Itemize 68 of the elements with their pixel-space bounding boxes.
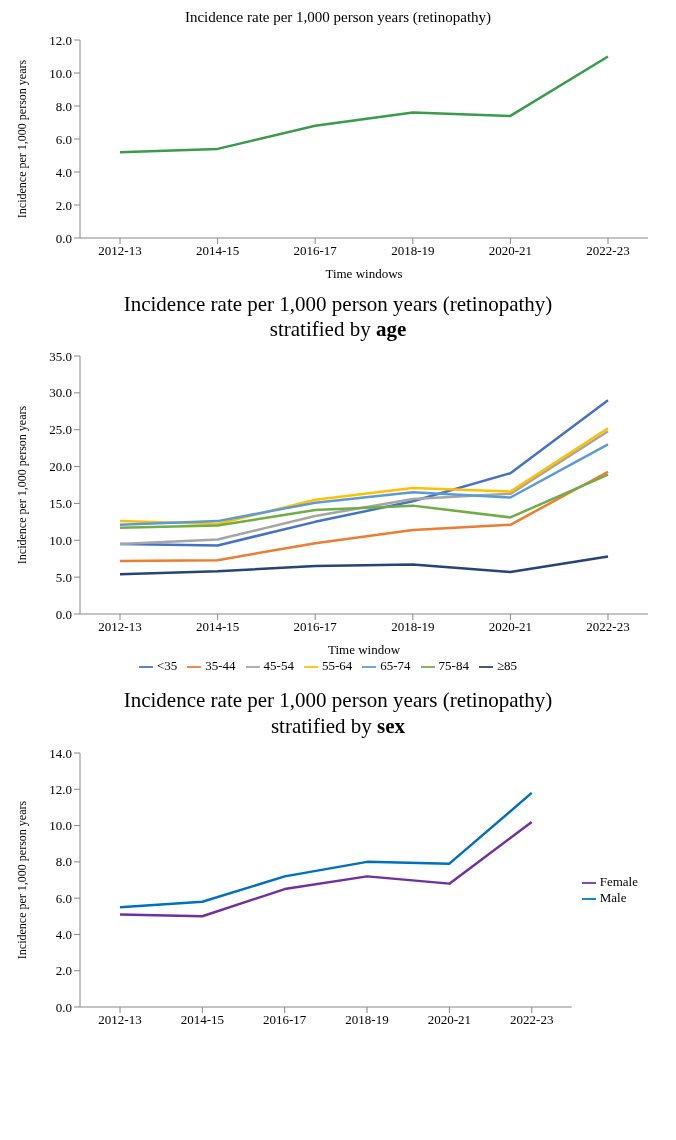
y-tick-label: 2.0: [55, 963, 72, 979]
line-series: [118, 473, 610, 530]
legend-label: ≥85: [496, 658, 518, 674]
line-series: [118, 555, 610, 576]
x-tick-label: 2014-15: [180, 1011, 225, 1027]
y-tick-label: 25.0: [49, 422, 72, 438]
x-tick-label: 2012-13: [98, 243, 142, 259]
y-tick-label: 14.0: [49, 745, 72, 761]
y-tick-label: 35.0: [49, 348, 72, 364]
y-axis-title: Incidence per 1,000 person years: [15, 59, 30, 219]
y-tick-label: 20.0: [49, 459, 72, 475]
x-tick-label: 2022-23: [510, 1011, 554, 1027]
legend-label: 65-74: [380, 658, 411, 674]
y-tick-label: 2.0: [55, 197, 72, 213]
chart-subtitle: stratified by sex: [269, 713, 407, 739]
x-tick-label: 2018-19: [391, 243, 435, 259]
x-tick-label: 2012-13: [98, 1011, 142, 1027]
x-tick-label: 2014-15: [195, 619, 240, 635]
line-series: [118, 430, 610, 546]
y-tick-label: 15.0: [49, 496, 72, 512]
line-series: [118, 791, 533, 909]
y-tick-label: 30.0: [49, 385, 72, 401]
legend-label: Female: [599, 873, 638, 889]
x-tick-label: 2018-19: [345, 1011, 389, 1027]
y-axis-title: Incidence per 1,000 person years: [15, 405, 30, 565]
x-tick-label: 2020-21: [488, 243, 533, 259]
legend-label: 35-44: [205, 658, 236, 674]
line-series: [118, 820, 533, 918]
y-tick-label: 6.0: [55, 890, 72, 906]
y-tick-label: 0.0: [55, 999, 72, 1015]
x-tick-label: 2016-17: [263, 1011, 307, 1027]
y-tick-label: 10.0: [49, 533, 72, 549]
chart-title: Incidence rate per 1,000 person years (retinopathy): [122, 688, 554, 714]
legend-label: 55-64: [321, 658, 353, 674]
chart-title: Incidence rate per 1,000 person years (retinopathy): [122, 292, 554, 318]
x-tick-label: 2022-23: [586, 619, 630, 635]
x-tick-label: 2018-19: [391, 619, 435, 635]
y-tick-label: 10.0: [49, 817, 72, 833]
x-tick-label: 2020-21: [488, 619, 533, 635]
legend-label: 75-84: [438, 658, 469, 674]
x-tick-label: 2020-21: [427, 1011, 472, 1027]
y-tick-label: 10.0: [49, 65, 72, 81]
x-tick-label: 2016-17: [293, 619, 338, 635]
line-series: [118, 443, 610, 527]
y-tick-label: 6.0: [55, 131, 72, 147]
legend-label: Male: [599, 889, 627, 905]
y-tick-label: 12.0: [49, 32, 72, 48]
x-axis-title: Time windows: [325, 266, 403, 281]
y-tick-label: 8.0: [55, 854, 72, 870]
y-axis-title: Incidence per 1,000 person years: [15, 800, 30, 959]
y-tick-label: 8.0: [55, 98, 72, 114]
line-series: [118, 470, 610, 563]
x-tick-label: 2022-23: [586, 243, 630, 259]
legend-label: 45-54: [263, 658, 294, 674]
x-tick-label: 2012-13: [98, 619, 142, 635]
y-tick-label: 0.0: [55, 606, 72, 622]
y-tick-label: 12.0: [49, 781, 72, 797]
y-tick-label: 0.0: [55, 230, 72, 246]
line-series: [118, 55, 610, 154]
y-tick-label: 4.0: [55, 926, 72, 942]
y-tick-label: 5.0: [55, 570, 72, 586]
legend-label: <35: [156, 658, 178, 674]
x-axis-title: Time window: [327, 642, 401, 658]
chart-subtitle: stratified by age: [268, 317, 408, 343]
x-tick-label: 2014-15: [195, 243, 240, 259]
chart-title: Incidence rate per 1,000 person years (retinopathy): [183, 8, 493, 26]
x-tick-label: 2016-17: [293, 243, 338, 259]
y-tick-label: 4.0: [55, 164, 72, 180]
